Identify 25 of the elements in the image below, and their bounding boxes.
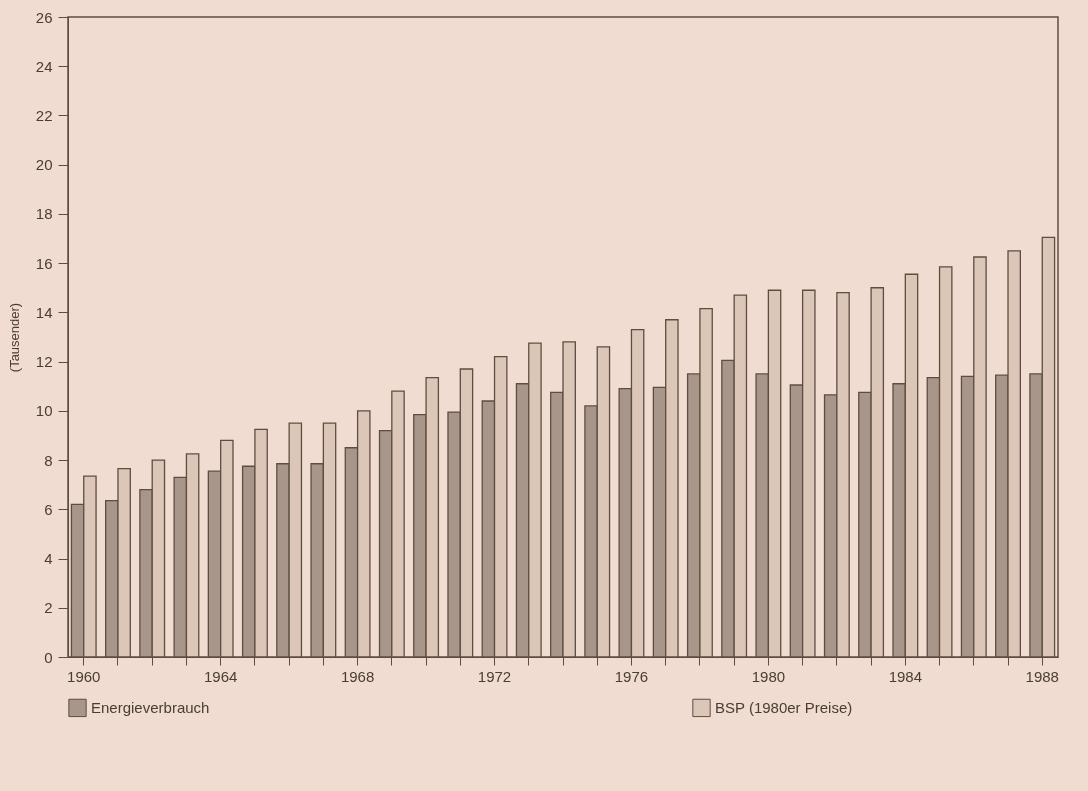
y-tick-label: 24 (35, 57, 53, 75)
x-tick-label: 1976 (614, 667, 649, 685)
x-tick-label: 1968 (340, 667, 375, 685)
x-tick-label: 1972 (477, 667, 512, 685)
y-tick-label: 2 (44, 599, 53, 617)
y-tick-label: 14 (35, 303, 53, 321)
y-tick-label: 6 (44, 500, 53, 518)
x-tick-label: 1980 (751, 667, 786, 685)
y-tick-label: 0 (44, 648, 53, 666)
y-tick-label: 22 (35, 106, 53, 124)
y-tick-label: 8 (44, 451, 53, 469)
x-tick-label: 1960 (67, 667, 101, 685)
y-tick-label: 16 (35, 254, 53, 272)
legend-label: Energieverbrauch (91, 698, 210, 716)
y-tick-label: 18 (35, 205, 53, 223)
y-tick-label: 26 (35, 8, 53, 26)
y-tick-label: 10 (35, 402, 53, 420)
legend-label: BSP (1980er Preise) (715, 698, 853, 716)
x-tick-label: 1984 (888, 667, 923, 685)
x-tick-label: 1964 (203, 667, 238, 685)
y-axis-title: (Tausender) (6, 302, 22, 373)
y-tick-label: 20 (35, 156, 53, 174)
y-tick-label: 12 (35, 353, 53, 371)
x-tick-label: 1988 (1025, 667, 1059, 685)
y-tick-label: 4 (44, 550, 53, 568)
